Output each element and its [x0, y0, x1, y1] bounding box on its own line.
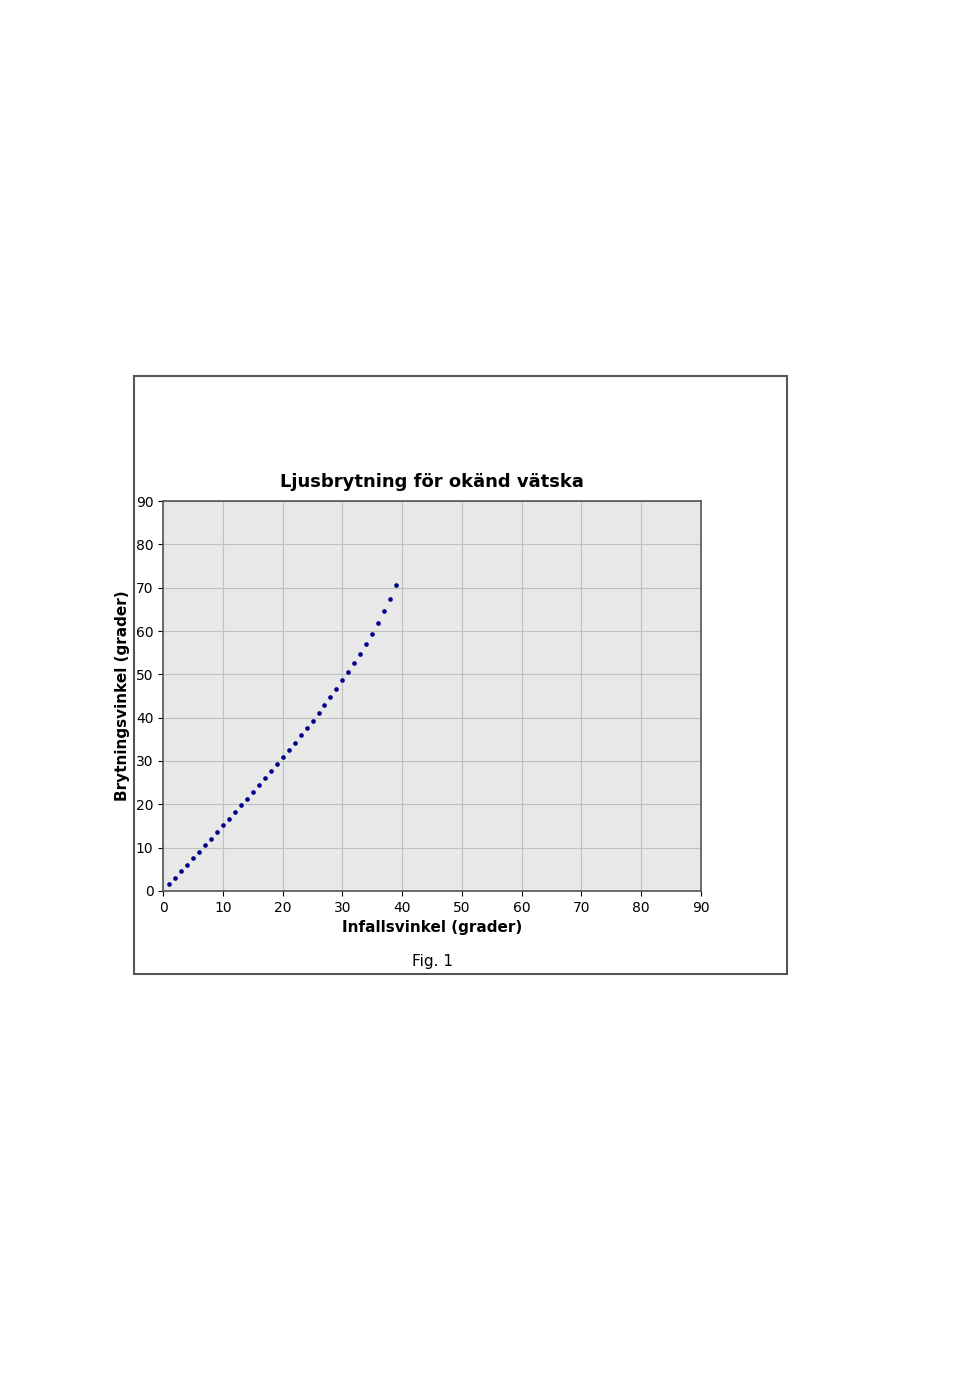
Point	[352, 643, 368, 665]
Point	[281, 739, 297, 761]
Point	[275, 746, 290, 768]
Point	[382, 587, 397, 610]
Point	[376, 600, 392, 622]
Point	[269, 753, 284, 775]
Point	[215, 814, 230, 837]
Text: Fig. 1: Fig. 1	[412, 954, 452, 969]
Point	[257, 767, 273, 789]
Point	[239, 788, 254, 810]
Point	[305, 710, 321, 732]
Point	[317, 693, 332, 715]
Point	[341, 661, 356, 683]
Point	[198, 834, 213, 856]
Point	[233, 795, 249, 817]
Point	[335, 670, 350, 692]
Point	[371, 612, 386, 635]
Point	[287, 732, 302, 754]
Point	[167, 867, 182, 889]
Point	[174, 860, 189, 883]
Point	[204, 828, 219, 851]
Point	[191, 841, 206, 863]
Point	[185, 848, 201, 870]
Point	[365, 622, 380, 644]
Point	[299, 717, 314, 739]
Title: Ljusbrytning för okänd vätska: Ljusbrytning för okänd vätska	[280, 473, 584, 491]
Point	[359, 633, 374, 656]
Point	[347, 651, 362, 674]
Point	[180, 853, 195, 876]
Point	[252, 774, 267, 796]
Point	[323, 686, 338, 709]
Point	[209, 821, 225, 844]
Point	[311, 702, 326, 724]
Point	[161, 873, 177, 895]
Point	[245, 781, 260, 803]
Point	[328, 678, 344, 700]
Point	[228, 800, 243, 823]
X-axis label: Infallsvinkel (grader): Infallsvinkel (grader)	[342, 920, 522, 935]
Point	[293, 724, 308, 746]
Point	[263, 760, 278, 782]
Point	[221, 807, 236, 830]
Point	[389, 574, 404, 596]
Y-axis label: Brytningsvinkel (grader): Brytningsvinkel (grader)	[115, 590, 131, 802]
